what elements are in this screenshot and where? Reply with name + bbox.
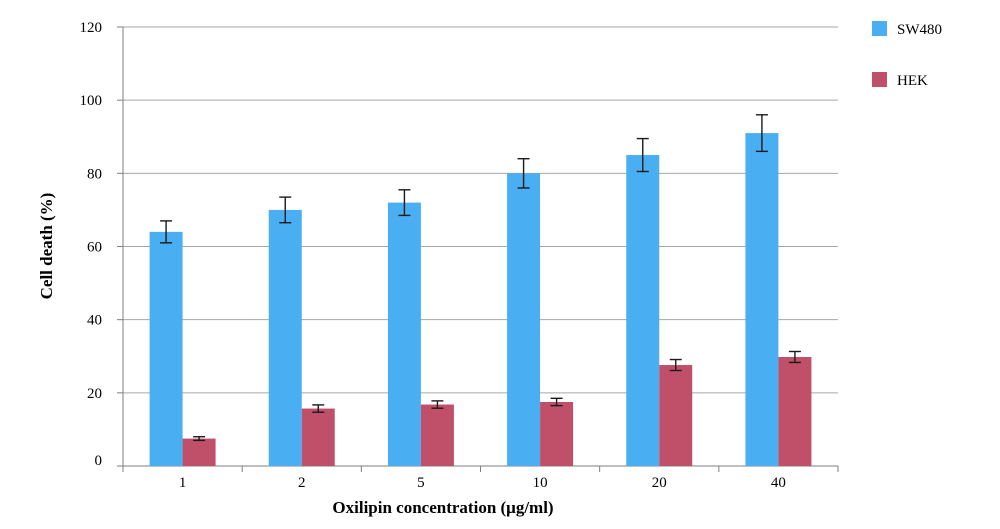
error-bars bbox=[160, 114, 801, 442]
error-bar bbox=[160, 220, 173, 244]
error-bar bbox=[755, 114, 768, 153]
tick-labels: 0 20 40 60 80 100 120 1 2 5 10 20 40 bbox=[80, 20, 786, 491]
x-tick-label: 20 bbox=[652, 475, 667, 491]
x-tick-label: 10 bbox=[533, 475, 548, 491]
legend-label-hek: HEK bbox=[897, 73, 928, 89]
bar-sw480-1 bbox=[149, 231, 183, 466]
y-tick-label: 40 bbox=[87, 313, 102, 329]
bar-hek-40 bbox=[778, 356, 812, 466]
gridlines bbox=[123, 26, 838, 394]
error-bar bbox=[550, 397, 563, 407]
bar-sw480-40 bbox=[745, 133, 779, 466]
error-bar bbox=[788, 350, 801, 364]
bar-sw480-2 bbox=[268, 209, 302, 466]
bar-hek-2 bbox=[301, 408, 335, 466]
bar-hek-1 bbox=[182, 438, 216, 466]
legend: SW480 HEK bbox=[872, 21, 942, 89]
legend-swatch-hek bbox=[872, 72, 887, 87]
legend-swatch-sw480 bbox=[872, 21, 887, 36]
x-tick-label: 2 bbox=[298, 475, 306, 491]
y-tick-label: 80 bbox=[87, 166, 102, 182]
y-axis-title: Cell death (%) bbox=[37, 193, 56, 300]
bar-sw480-20 bbox=[626, 155, 660, 466]
x-tick-label: 40 bbox=[771, 475, 786, 491]
bar-hek-10 bbox=[540, 401, 574, 466]
y-tick-label: 100 bbox=[80, 93, 103, 109]
y-tick-label: 120 bbox=[80, 20, 103, 36]
x-tick-label: 5 bbox=[417, 475, 425, 491]
bar-sw480-10 bbox=[507, 173, 541, 467]
bar-hek-5 bbox=[420, 404, 454, 466]
error-bar bbox=[312, 404, 325, 413]
bar-sw480-5 bbox=[387, 202, 421, 466]
error-bar bbox=[398, 189, 411, 217]
legend-label-sw480: SW480 bbox=[897, 22, 942, 38]
y-tick-label: 60 bbox=[87, 240, 102, 256]
x-tick-label: 1 bbox=[179, 475, 187, 491]
x-axis-title: Oxilipin concentration (μg/ml) bbox=[332, 498, 553, 517]
y-tick-label: 0 bbox=[95, 453, 103, 469]
error-bar bbox=[669, 358, 682, 372]
error-bar bbox=[431, 400, 444, 409]
bars bbox=[149, 133, 812, 467]
error-bar bbox=[517, 157, 530, 189]
error-bar bbox=[193, 436, 206, 442]
bar-hek-20 bbox=[659, 365, 693, 466]
error-bar bbox=[279, 196, 292, 224]
axes bbox=[117, 26, 839, 472]
error-bar bbox=[636, 137, 649, 173]
y-tick-label: 20 bbox=[87, 386, 102, 402]
